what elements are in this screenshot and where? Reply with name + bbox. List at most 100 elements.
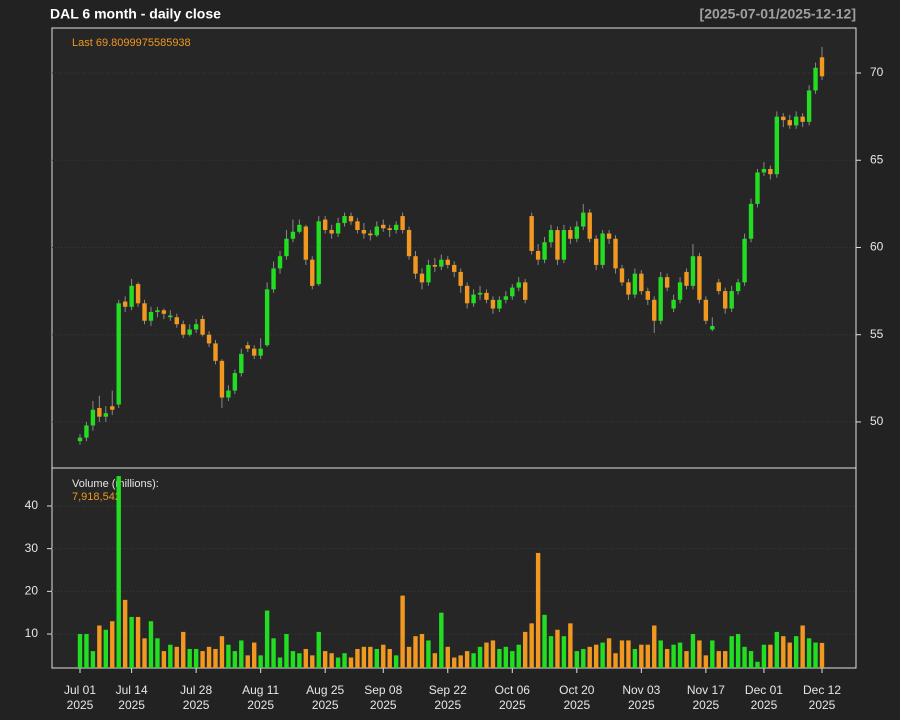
volume-title: Volume (millions): bbox=[72, 478, 159, 490]
volume-bar bbox=[232, 651, 238, 668]
last-volume: 7,918,542 bbox=[72, 491, 121, 503]
volume-bar bbox=[587, 646, 592, 668]
candle-body bbox=[322, 219, 328, 231]
volume-bar bbox=[813, 642, 818, 668]
candle-body bbox=[813, 67, 818, 91]
volume-bar bbox=[381, 644, 386, 668]
volume-bar bbox=[542, 614, 547, 668]
volume-bar bbox=[387, 648, 392, 668]
candle-body bbox=[587, 212, 592, 239]
volume-bar bbox=[626, 640, 631, 668]
volume-bar bbox=[748, 651, 754, 668]
chart-title: DAL 6 month - daily close bbox=[50, 6, 221, 22]
candle-body bbox=[684, 271, 689, 286]
volume-bar bbox=[393, 655, 399, 668]
volume-bar bbox=[122, 599, 128, 668]
candle-body bbox=[277, 256, 283, 269]
volume-bar bbox=[787, 642, 792, 668]
y-tick-label: 65 bbox=[870, 152, 884, 166]
volume-bar bbox=[181, 631, 186, 668]
candle-body bbox=[148, 312, 154, 321]
candle-body bbox=[232, 373, 238, 391]
candle-body bbox=[458, 271, 463, 286]
volume-bar bbox=[161, 651, 167, 668]
candle-body bbox=[755, 172, 760, 204]
volume-bar bbox=[652, 625, 657, 668]
volume-bar bbox=[471, 653, 476, 668]
y-tick-label: 30 bbox=[25, 541, 39, 555]
candle-body bbox=[735, 282, 741, 292]
candle-body bbox=[193, 324, 199, 330]
candle-body bbox=[484, 292, 489, 300]
volume-bar bbox=[90, 651, 96, 668]
candle-body bbox=[619, 268, 625, 283]
x-tick-label: Dec 12 bbox=[803, 683, 841, 697]
candle-body bbox=[168, 315, 173, 318]
candle-body bbox=[529, 216, 534, 251]
candle-body bbox=[723, 291, 728, 309]
volume-bar bbox=[464, 651, 470, 668]
candle-body bbox=[542, 242, 547, 260]
volume-bar bbox=[690, 634, 696, 668]
candle-body bbox=[368, 233, 373, 236]
candle-body bbox=[510, 287, 515, 297]
candle-body bbox=[639, 273, 644, 292]
volume-bar bbox=[174, 646, 179, 668]
volume-bar bbox=[555, 629, 560, 668]
candle-body bbox=[84, 425, 89, 438]
volume-bar bbox=[84, 634, 89, 668]
volume-bar bbox=[516, 644, 521, 668]
volume-bar bbox=[581, 648, 586, 668]
volume-bar bbox=[77, 634, 83, 668]
volume-bar bbox=[568, 623, 573, 668]
x-tick-label: 2025 bbox=[312, 698, 339, 712]
x-tick-label: Sep 22 bbox=[429, 683, 467, 697]
candle-body bbox=[600, 233, 605, 265]
candle-body bbox=[329, 230, 334, 234]
volume-bar bbox=[297, 653, 302, 668]
x-tick-label: 2025 bbox=[751, 698, 778, 712]
volume-bar bbox=[510, 651, 515, 668]
candle-body bbox=[297, 224, 302, 232]
volume-bar bbox=[477, 646, 483, 668]
volume-bar bbox=[742, 646, 747, 668]
volume-bar bbox=[187, 648, 192, 668]
candle-body bbox=[761, 168, 767, 173]
y-tick-label: 60 bbox=[870, 240, 884, 254]
x-tick-label: 2025 bbox=[434, 698, 461, 712]
candle-body bbox=[710, 325, 715, 330]
volume-bar bbox=[264, 610, 270, 668]
volume-bar bbox=[316, 631, 321, 668]
x-tick-label: Dec 01 bbox=[745, 683, 783, 697]
x-tick-label: 2025 bbox=[67, 698, 94, 712]
candle-body bbox=[77, 437, 83, 442]
volume-bar bbox=[523, 631, 528, 668]
candle-body bbox=[632, 273, 638, 295]
candle-body bbox=[645, 291, 650, 300]
candle-body bbox=[464, 285, 470, 304]
candle-body bbox=[581, 212, 586, 227]
candle-body bbox=[471, 294, 476, 304]
candle-body bbox=[239, 353, 244, 374]
volume-bar bbox=[484, 642, 489, 668]
candle-body bbox=[477, 292, 483, 295]
candle-body bbox=[264, 289, 270, 346]
candle-body bbox=[252, 348, 257, 356]
candle-body bbox=[271, 268, 276, 290]
volume-bar bbox=[793, 636, 799, 668]
candle-body bbox=[155, 310, 160, 313]
candle-body bbox=[671, 299, 676, 309]
candle-body bbox=[503, 296, 509, 300]
x-tick-label: Jul 28 bbox=[180, 683, 212, 697]
candle-body bbox=[122, 301, 128, 307]
volume-panel bbox=[51, 467, 857, 669]
volume-bar bbox=[619, 640, 625, 668]
candle-body bbox=[819, 57, 825, 77]
volume-bar bbox=[781, 636, 786, 668]
candle-body bbox=[677, 282, 683, 300]
x-tick-label: 2025 bbox=[628, 698, 655, 712]
candle-body bbox=[561, 230, 567, 260]
x-tick-label: 2025 bbox=[693, 698, 720, 712]
volume-bar bbox=[110, 621, 115, 668]
